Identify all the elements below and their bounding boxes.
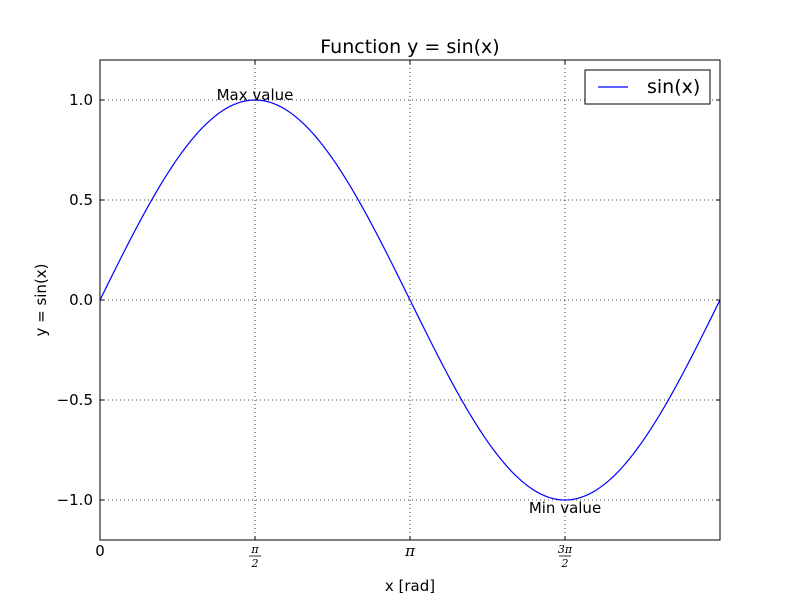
y-tick-label: 0.0 [69,291,93,309]
x-tick-label: π [404,542,416,560]
annotation-max-value: Max value [217,86,294,104]
legend: sin(x) [584,69,711,105]
legend-label: sin(x) [647,76,700,98]
y-tick-label: 0.5 [69,191,93,209]
y-tick-label: 1.0 [69,91,93,109]
x-axis-label: x [rad] [385,577,435,595]
annotation-min-value: Min value [529,499,601,517]
chart-title: Function y = sin(x) [320,36,499,58]
x-tick-label-numerator: π [250,543,259,556]
x-tick-label-denominator: 2 [251,557,259,570]
y-tick-label: −1.0 [57,491,93,509]
x-tick-label-denominator: 2 [561,557,569,570]
x-tick-label: 0 [95,542,105,560]
x-tick-label: π2 [249,543,261,570]
y-tick-label: −0.5 [57,391,93,409]
y-axis-label: y = sin(x) [32,263,50,336]
series-line-sin-x- [99,99,721,501]
x-tick-label-numerator: 3π [558,543,573,556]
x-tick-label: 3π2 [558,543,573,570]
